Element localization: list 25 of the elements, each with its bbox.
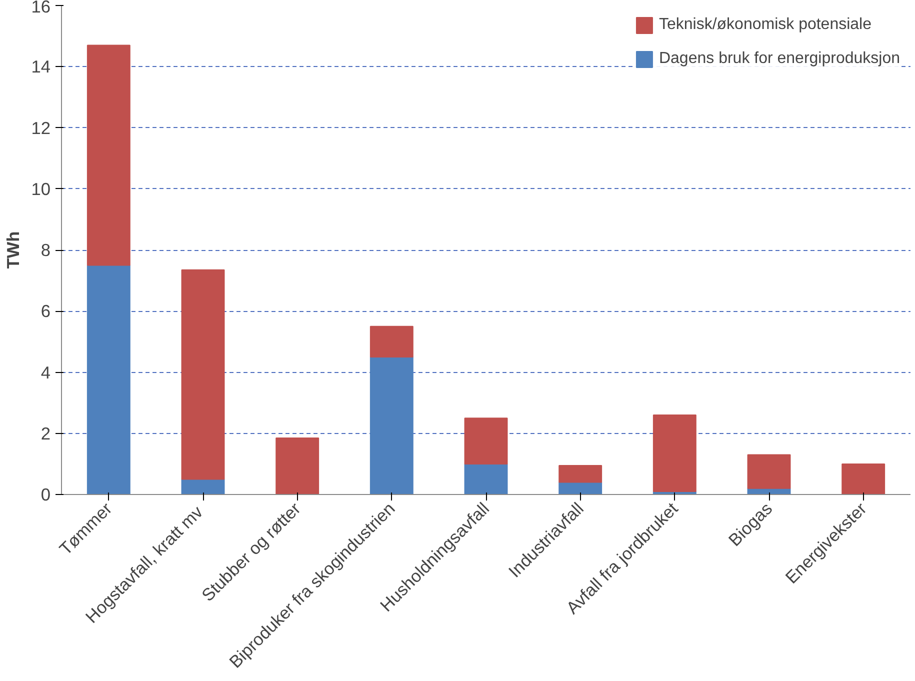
y-tick-label: 8 [40,240,51,260]
bar [652,414,696,492]
bar [86,264,130,494]
bar [370,356,414,494]
y-tick-label: 14 [31,56,51,77]
bar [747,454,791,489]
y-tick-label: 12 [31,118,51,138]
bar [276,437,320,494]
bar [464,418,508,464]
y-tick-label: 10 [31,178,51,199]
bar [370,326,414,358]
legend-label: Dagens bruk for energiproduksjon [658,50,900,68]
y-tick-label: 4 [40,362,51,382]
bar [464,463,508,494]
y-axis-title: TWh [3,231,24,269]
y-tick-label: 16 [31,0,51,16]
bar [558,464,602,483]
y-tick-label: 0 [40,484,51,504]
bar [181,269,225,480]
bar [842,463,886,494]
legend-label: Teknisk/økonomisk potensiale [658,16,872,34]
bar [181,478,225,494]
y-tick-label: 2 [40,423,51,444]
y-tick-label: 6 [40,301,51,322]
bar [86,44,130,266]
